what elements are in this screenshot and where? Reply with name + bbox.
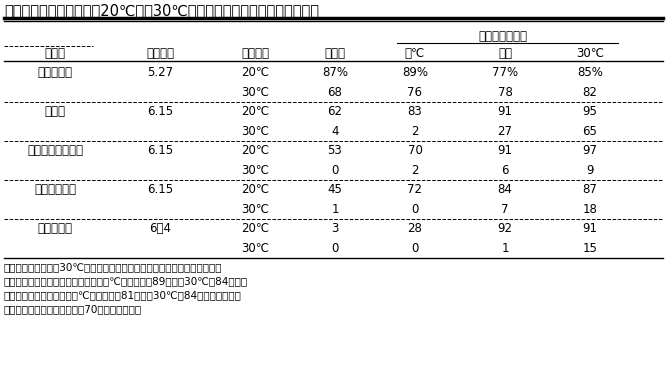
Text: 採種月日: 採種月日 [146, 47, 174, 60]
Text: 5.27: 5.27 [147, 66, 173, 79]
Text: 20℃: 20℃ [241, 183, 269, 196]
Text: エンダックス: エンダックス [34, 183, 76, 196]
Text: 他の３品種は、各保存温度で70日間保存した。: 他の３品種は、各保存温度で70日間保存した。 [4, 304, 142, 314]
Text: 温度に置いた。「はえいぶき」は、７℃及び室温で89日間、30℃で84日間保: 温度に置いた。「はえいぶき」は、７℃及び室温で89日間、30℃で84日間保 [4, 276, 248, 286]
Text: 91: 91 [498, 144, 512, 157]
Text: 77%: 77% [492, 66, 518, 79]
Text: 30℃: 30℃ [241, 242, 269, 255]
Text: 20℃: 20℃ [241, 66, 269, 79]
Text: 78: 78 [498, 86, 512, 99]
Text: 0: 0 [331, 164, 339, 177]
Text: 6.15: 6.15 [147, 105, 173, 118]
Text: ７℃: ７℃ [405, 47, 425, 60]
Text: 存した。日向改良黒は、７℃及び室温で81日間、30℃で84日間保存した。: 存した。日向改良黒は、７℃及び室温で81日間、30℃で84日間保存した。 [4, 290, 242, 300]
Text: 72: 72 [408, 183, 422, 196]
Text: 検定温度: 検定温度 [241, 47, 269, 60]
Text: 表２．種子の保存温度が20℃及び30℃での３日間の発芽率に及ぼす影響: 表２．種子の保存温度が20℃及び30℃での３日間の発芽率に及ぼす影響 [4, 3, 319, 18]
Text: 20℃: 20℃ [241, 144, 269, 157]
Text: 15: 15 [582, 242, 598, 255]
Text: 4: 4 [331, 125, 339, 138]
Text: 70: 70 [408, 144, 422, 157]
Text: 7: 7 [501, 203, 509, 216]
Text: 6.15: 6.15 [147, 144, 173, 157]
Text: 68: 68 [327, 86, 342, 99]
Text: 83: 83 [408, 105, 422, 118]
Text: 84: 84 [498, 183, 512, 196]
Text: 注）採種した種子を30℃の種子乾燥器に１週間置いて脱殻した後、各保存: 注）採種した種子を30℃の種子乾燥器に１週間置いて脱殻した後、各保存 [4, 262, 223, 272]
Text: 62: 62 [327, 105, 342, 118]
Text: 85%: 85% [577, 66, 603, 79]
Text: 91: 91 [582, 222, 598, 235]
Text: 20℃: 20℃ [241, 105, 269, 118]
Text: 45: 45 [327, 183, 342, 196]
Text: 0: 0 [331, 242, 339, 255]
Text: 6．4: 6．4 [149, 222, 171, 235]
Text: 18: 18 [582, 203, 598, 216]
Text: 27: 27 [498, 125, 512, 138]
Text: 53: 53 [327, 144, 342, 157]
Text: はえいぶき: はえいぶき [37, 66, 73, 79]
Text: 3: 3 [331, 222, 339, 235]
Text: ハヤテ: ハヤテ [45, 105, 65, 118]
Text: 1: 1 [501, 242, 509, 255]
Text: 2: 2 [412, 164, 419, 177]
Text: 82: 82 [582, 86, 598, 99]
Text: 91: 91 [498, 105, 512, 118]
Text: スーパーハヤテ準: スーパーハヤテ準 [27, 144, 83, 157]
Text: 95: 95 [582, 105, 598, 118]
Text: 品　種: 品 種 [45, 47, 65, 60]
Text: 65: 65 [582, 125, 598, 138]
Text: 30℃: 30℃ [241, 164, 269, 177]
Text: 87: 87 [582, 183, 598, 196]
Text: 6.15: 6.15 [147, 183, 173, 196]
Text: 9: 9 [586, 164, 594, 177]
Text: 20℃: 20℃ [241, 222, 269, 235]
Text: 97: 97 [582, 144, 598, 157]
Text: 30℃: 30℃ [241, 86, 269, 99]
Text: 1: 1 [331, 203, 339, 216]
Text: 92: 92 [498, 222, 512, 235]
Text: 0: 0 [412, 242, 419, 255]
Text: 28: 28 [408, 222, 422, 235]
Text: 2: 2 [412, 125, 419, 138]
Text: 脱殻日: 脱殻日 [325, 47, 346, 60]
Text: 保　存　温　度: 保 存 温 度 [478, 30, 527, 43]
Text: 30℃: 30℃ [576, 47, 604, 60]
Text: 87%: 87% [322, 66, 348, 79]
Text: 30℃: 30℃ [241, 203, 269, 216]
Text: 0: 0 [412, 203, 419, 216]
Text: 76: 76 [408, 86, 422, 99]
Text: 30℃: 30℃ [241, 125, 269, 138]
Text: 6: 6 [501, 164, 509, 177]
Text: 89%: 89% [402, 66, 428, 79]
Text: 日向改良黒: 日向改良黒 [37, 222, 73, 235]
Text: 室温: 室温 [498, 47, 512, 60]
